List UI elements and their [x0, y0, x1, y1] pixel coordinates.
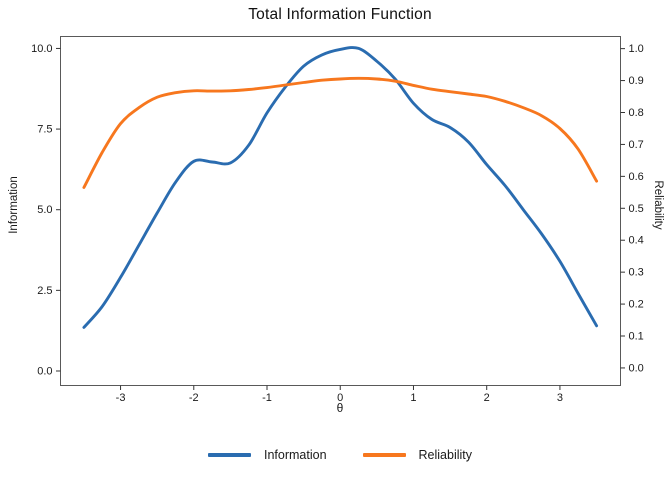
right-axis-ticks: 0.0 0.1 0.2 0.3 0.4 0.5 0.6 0.7 0.8 0.9 1.0: [620, 43, 644, 374]
reliability-line-swatch: [362, 452, 406, 458]
y-right-tick-label: 0.5: [629, 203, 644, 215]
y-left-tick-label: 5.0: [37, 204, 52, 216]
y-right-tick-label: 0.2: [629, 299, 644, 311]
x-tick-label: -2: [189, 392, 199, 404]
x-tick-label: 3: [557, 392, 563, 404]
panel-border: [60, 36, 621, 386]
y-left-tick-label: 7.5: [37, 124, 52, 136]
y-right-tick-label: 0.6: [629, 171, 644, 183]
y-axis-label-left: Information: [8, 176, 20, 234]
legend-item-reliability: Reliability: [362, 448, 473, 462]
x-tick-label: -3: [116, 392, 126, 404]
x-axis-ticks: -3 -2 -1 0 1 2 3: [116, 385, 563, 404]
y-axis-label-right: Reliability: [652, 180, 664, 230]
legend-item-information: Information: [207, 448, 327, 462]
y-right-tick-label: 1.0: [629, 43, 644, 55]
x-tick-label: 1: [410, 392, 416, 404]
information-curve: [82, 46, 599, 329]
reliability-curve: [82, 76, 599, 189]
y-right-tick-label: 0.9: [629, 75, 644, 87]
x-tick-label: 0: [337, 392, 343, 404]
x-axis-label: θ: [336, 401, 344, 415]
y-right-tick-label: 0.4: [629, 235, 644, 247]
x-tick-label: -1: [262, 392, 272, 404]
y-left-tick-label: 0.0: [37, 365, 52, 377]
y-right-tick-label: 0.3: [629, 267, 644, 279]
left-axis-ticks: 0.0 2.5 5.0 7.5 10.0: [31, 43, 61, 377]
y-right-tick-label: 0.8: [629, 107, 644, 119]
y-right-tick-label: 0.7: [629, 139, 644, 151]
legend: Information Reliability: [60, 444, 620, 466]
y-right-tick-label: 0.1: [629, 331, 644, 343]
y-left-tick-label: 10.0: [31, 43, 52, 55]
legend-label-information: Information: [263, 448, 327, 462]
information-line-swatch: [207, 452, 251, 458]
y-left-tick-label: 2.5: [37, 285, 52, 297]
legend-label-reliability: Reliability: [418, 448, 473, 462]
y-right-tick-label: 0.0: [629, 362, 644, 374]
x-tick-label: 2: [484, 392, 490, 404]
chart-title: Total Information Function: [248, 6, 432, 23]
